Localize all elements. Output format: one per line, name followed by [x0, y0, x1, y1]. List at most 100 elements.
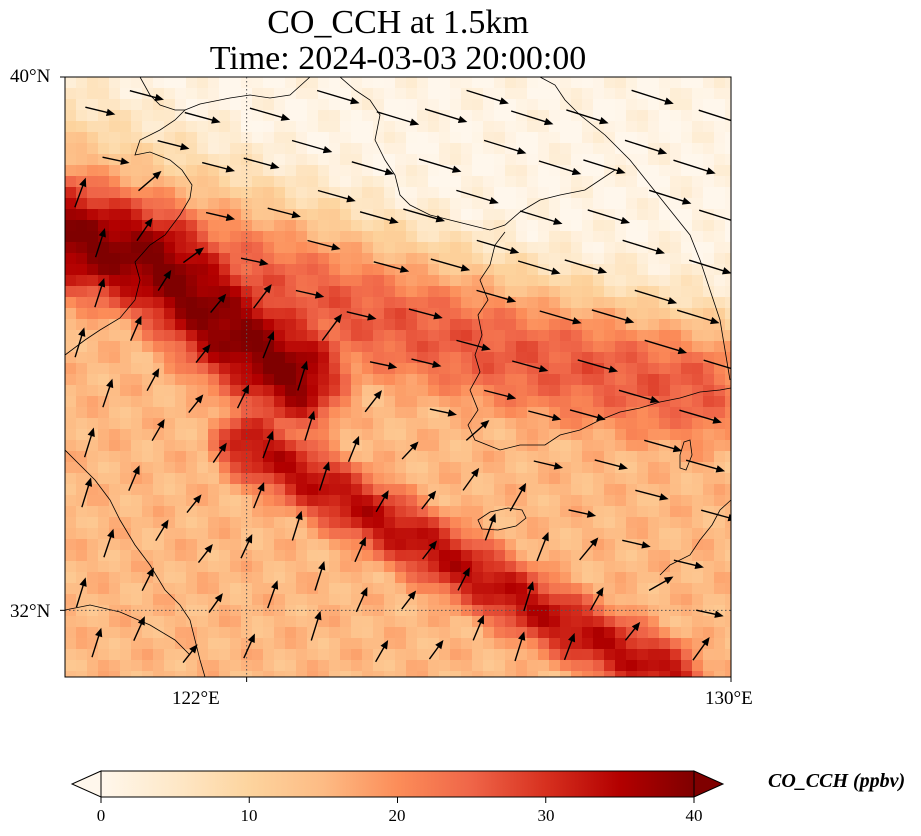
field-cell [318, 374, 330, 386]
field-cell [450, 418, 462, 430]
field-cell [252, 154, 264, 166]
field-cell [263, 264, 275, 276]
field-cell [142, 495, 154, 507]
field-cell [571, 649, 583, 661]
field-cell [604, 517, 616, 529]
wind-arrow [253, 284, 272, 309]
field-cell [65, 561, 77, 573]
field-cell [461, 319, 473, 331]
field-cell [703, 638, 715, 650]
field-cell [494, 253, 506, 265]
field-cell [692, 671, 704, 677]
field-cell [406, 627, 418, 639]
field-cell [164, 341, 176, 353]
field-cell [703, 462, 715, 474]
field-cell [307, 319, 319, 331]
field-cell [230, 308, 242, 320]
field-cell [483, 517, 495, 529]
field-cell [659, 209, 671, 221]
field-cell [670, 165, 682, 177]
field-cell [670, 418, 682, 430]
field-cell [274, 638, 286, 650]
field-cell [626, 176, 638, 188]
field-cell [483, 374, 495, 386]
field-cell [527, 539, 539, 551]
field-cell [285, 253, 297, 265]
field-cell [494, 77, 506, 89]
field-cell [65, 264, 77, 276]
field-cell [87, 462, 99, 474]
field-cell [406, 77, 418, 89]
field-cell [230, 297, 242, 309]
wind-arrow [622, 239, 665, 255]
field-cell [428, 495, 440, 507]
field-cell [142, 407, 154, 419]
field-cell [626, 187, 638, 199]
field-cell [417, 440, 429, 452]
field-cell [351, 418, 363, 430]
field-cell [549, 649, 561, 661]
field-cell [681, 550, 693, 562]
field-cell [384, 429, 396, 441]
field-cell [373, 429, 385, 441]
field-cell [527, 605, 539, 617]
field-cell [329, 143, 341, 155]
field-cell [208, 572, 220, 584]
lon-label-122e: 122°E [172, 688, 220, 709]
field-cell [417, 561, 429, 573]
field-cell [252, 88, 264, 100]
field-cell [384, 319, 396, 331]
field-cell [274, 308, 286, 320]
field-cell [142, 352, 154, 364]
field-cell [153, 341, 165, 353]
field-cell [340, 484, 352, 496]
field-cell [494, 583, 506, 595]
wind-arrow [103, 528, 115, 558]
field-cell [263, 242, 275, 254]
wind-arrow [517, 260, 561, 275]
field-cell [87, 363, 99, 375]
field-cell [362, 539, 374, 551]
field-cell [131, 517, 143, 529]
field-cell [307, 649, 319, 661]
field-cell [659, 418, 671, 430]
field-cell [450, 242, 462, 254]
field-cell [263, 319, 275, 331]
field-cell [318, 308, 330, 320]
field-cell [571, 671, 583, 677]
field-cell [241, 583, 253, 595]
field-cell [417, 451, 429, 463]
field-cell [186, 286, 198, 298]
field-cell [65, 143, 77, 155]
field-cell [670, 242, 682, 254]
field-cell [472, 495, 484, 507]
field-cell [120, 220, 132, 232]
field-cell [406, 550, 418, 562]
field-cell [274, 539, 286, 551]
field-cell [109, 77, 121, 89]
field-cell [395, 286, 407, 298]
field-cell [219, 231, 231, 243]
field-cell [197, 143, 209, 155]
field-cell [98, 506, 110, 518]
field-cell [351, 638, 363, 650]
field-cell [428, 275, 440, 287]
field-cell [252, 528, 264, 540]
field-cell [593, 572, 605, 584]
wind-arrow [317, 189, 356, 203]
wind-arrow [696, 609, 724, 618]
field-cell [659, 319, 671, 331]
field-cell [164, 88, 176, 100]
field-cell [670, 660, 682, 672]
field-cell [164, 319, 176, 331]
field-cell [406, 341, 418, 353]
field-cell [560, 374, 572, 386]
field-cell [252, 99, 264, 111]
field-cell [131, 110, 143, 122]
field-cell [175, 561, 187, 573]
field-cell [527, 187, 539, 199]
field-cell [263, 451, 275, 463]
wind-arrow [512, 360, 549, 373]
field-cell [626, 495, 638, 507]
field-cell [714, 275, 726, 287]
